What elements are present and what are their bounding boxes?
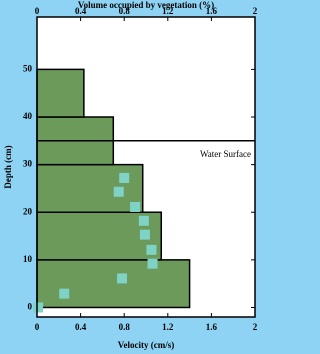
bar xyxy=(36,68,85,118)
bottom-tick-label: 0.8 xyxy=(119,322,131,332)
plot-frame xyxy=(36,16,256,318)
point xyxy=(147,258,158,269)
y-tick-label: 0 xyxy=(28,302,33,312)
point xyxy=(33,302,44,313)
top-axis-title: Volume occupied by vegetation (%) xyxy=(78,0,214,10)
point xyxy=(138,215,149,226)
point xyxy=(130,202,141,212)
top-tick-label: 0 xyxy=(35,6,40,16)
y-tick-label: 10 xyxy=(23,254,33,264)
y-tick-label: 20 xyxy=(23,206,33,216)
y-axis-title: Depth (cm) xyxy=(3,145,13,188)
point xyxy=(146,244,157,255)
top-tick-label: 2 xyxy=(253,6,258,16)
top-tick-label: 1.2 xyxy=(162,6,174,16)
y-tick-label: 50 xyxy=(23,63,33,73)
bottom-tick-label: 2 xyxy=(253,322,258,332)
bottom-axis-title: Velocity (cm/s) xyxy=(118,340,174,350)
y-tick-label: 40 xyxy=(23,111,33,121)
point xyxy=(117,273,128,284)
bottom-tick-label: 0 xyxy=(35,322,40,332)
top-tick-label: 0.4 xyxy=(75,6,87,16)
top-tick-label: 1.6 xyxy=(206,6,218,16)
bottom-tick-label: 0.4 xyxy=(75,322,87,332)
water-surface-label: Water Surface xyxy=(200,149,251,159)
point xyxy=(139,229,150,240)
bar xyxy=(36,259,191,309)
point xyxy=(119,172,130,183)
chart: Volume occupied by vegetation (%) Veloci… xyxy=(3,0,258,350)
point xyxy=(59,288,70,299)
top-tick-label: 0.8 xyxy=(119,6,131,16)
y-tick-label: 30 xyxy=(23,159,33,169)
bottom-tick-label: 1.6 xyxy=(206,322,218,332)
bottom-tick-label: 1.2 xyxy=(162,322,174,332)
bar xyxy=(36,163,144,213)
point xyxy=(113,186,124,197)
